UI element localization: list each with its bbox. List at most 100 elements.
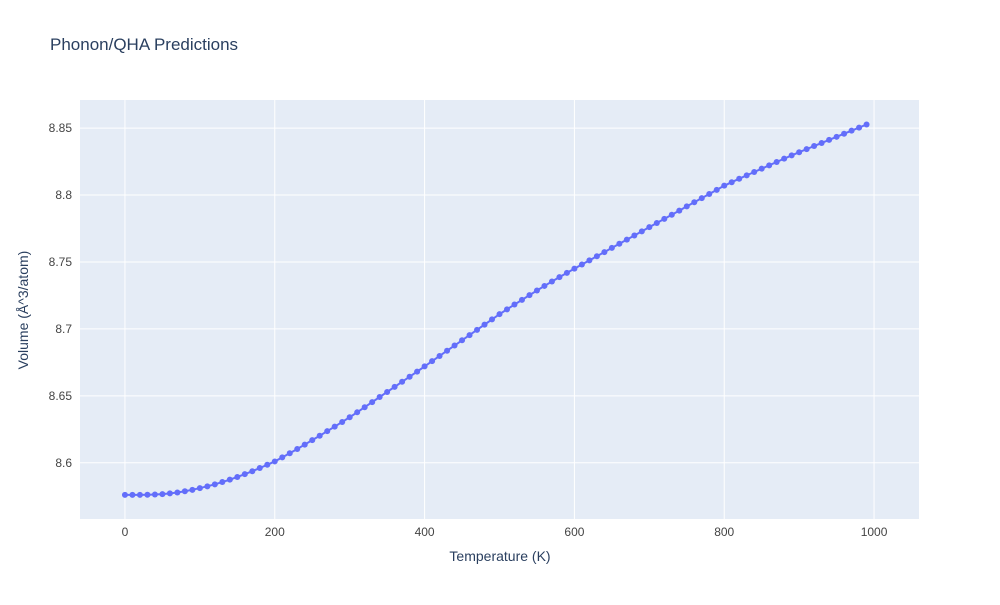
plot-area [80,100,919,519]
marker [691,199,698,206]
marker [204,483,211,490]
x-tick-label: 200 [265,525,285,539]
marker [841,130,848,137]
marker [136,491,143,498]
marker [758,165,765,172]
marker [181,488,188,495]
marker [286,450,293,457]
marker [616,240,623,247]
marker [601,249,608,256]
marker [264,461,271,468]
marker [811,143,818,150]
marker [593,253,600,260]
y-tick-label: 8.65 [49,389,73,403]
marker [144,491,151,498]
marker [481,321,488,328]
marker [151,491,158,498]
marker [803,146,810,153]
marker [541,282,548,289]
marker [856,124,863,131]
marker [653,220,660,227]
x-tick-label: 800 [714,525,734,539]
y-tick-label: 8.6 [55,456,72,470]
marker [241,471,248,478]
marker [833,133,840,140]
x-tick-label: 1000 [861,525,888,539]
marker [346,414,353,421]
marker [316,432,323,439]
marker [751,169,758,176]
x-tick-label: 600 [564,525,584,539]
marker [578,261,585,268]
marker [556,274,563,281]
marker [384,388,391,395]
marker [391,383,398,390]
marker [586,257,593,264]
marker [279,454,286,461]
marker [429,358,436,365]
marker [414,368,421,375]
line [124,123,867,496]
marker [743,172,750,179]
marker [129,491,136,498]
marker [451,342,458,349]
marker [781,155,788,162]
marker [271,458,278,465]
marker [459,337,466,344]
marker [766,162,773,169]
marker [339,418,346,425]
marker [331,423,338,430]
marker [249,468,256,475]
marker [571,265,578,272]
marker [189,486,196,493]
x-tick-label: 0 [122,525,129,539]
marker [646,224,653,231]
marker [489,316,496,323]
marker [848,127,855,134]
marker [863,121,870,128]
marker [623,236,630,243]
x-axis-label: Temperature (K) [449,548,550,564]
marker [399,378,406,385]
marker [683,203,690,210]
marker [496,311,503,318]
marker [354,409,361,416]
marker [309,437,316,444]
marker [474,326,481,333]
marker [196,485,203,492]
marker [518,296,525,303]
y-tick-label: 8.7 [55,322,72,336]
marker [721,182,728,189]
marker [294,445,301,452]
marker [736,175,743,182]
marker [301,441,308,448]
marker [661,215,668,222]
marker [713,186,720,193]
marker [676,207,683,214]
marker [174,489,181,496]
marker [503,306,510,313]
marker [376,394,383,401]
y-tick-label: 8.8 [55,188,72,202]
marker [698,195,705,202]
marker [166,490,173,497]
marker [361,404,368,411]
marker [728,179,735,186]
marker [369,399,376,406]
marker [788,152,795,159]
marker [159,491,166,498]
marker [219,479,226,486]
marker [773,158,780,165]
marker [324,428,331,435]
marker [563,269,570,276]
marker [256,464,263,471]
marker [631,232,638,239]
marker [226,476,233,483]
y-tick-label: 8.75 [49,255,73,269]
chart-title: Phonon/QHA Predictions [50,35,238,54]
marker [511,301,518,308]
marker [796,149,803,156]
marker [706,190,713,197]
x-tick-label: 400 [415,525,435,539]
